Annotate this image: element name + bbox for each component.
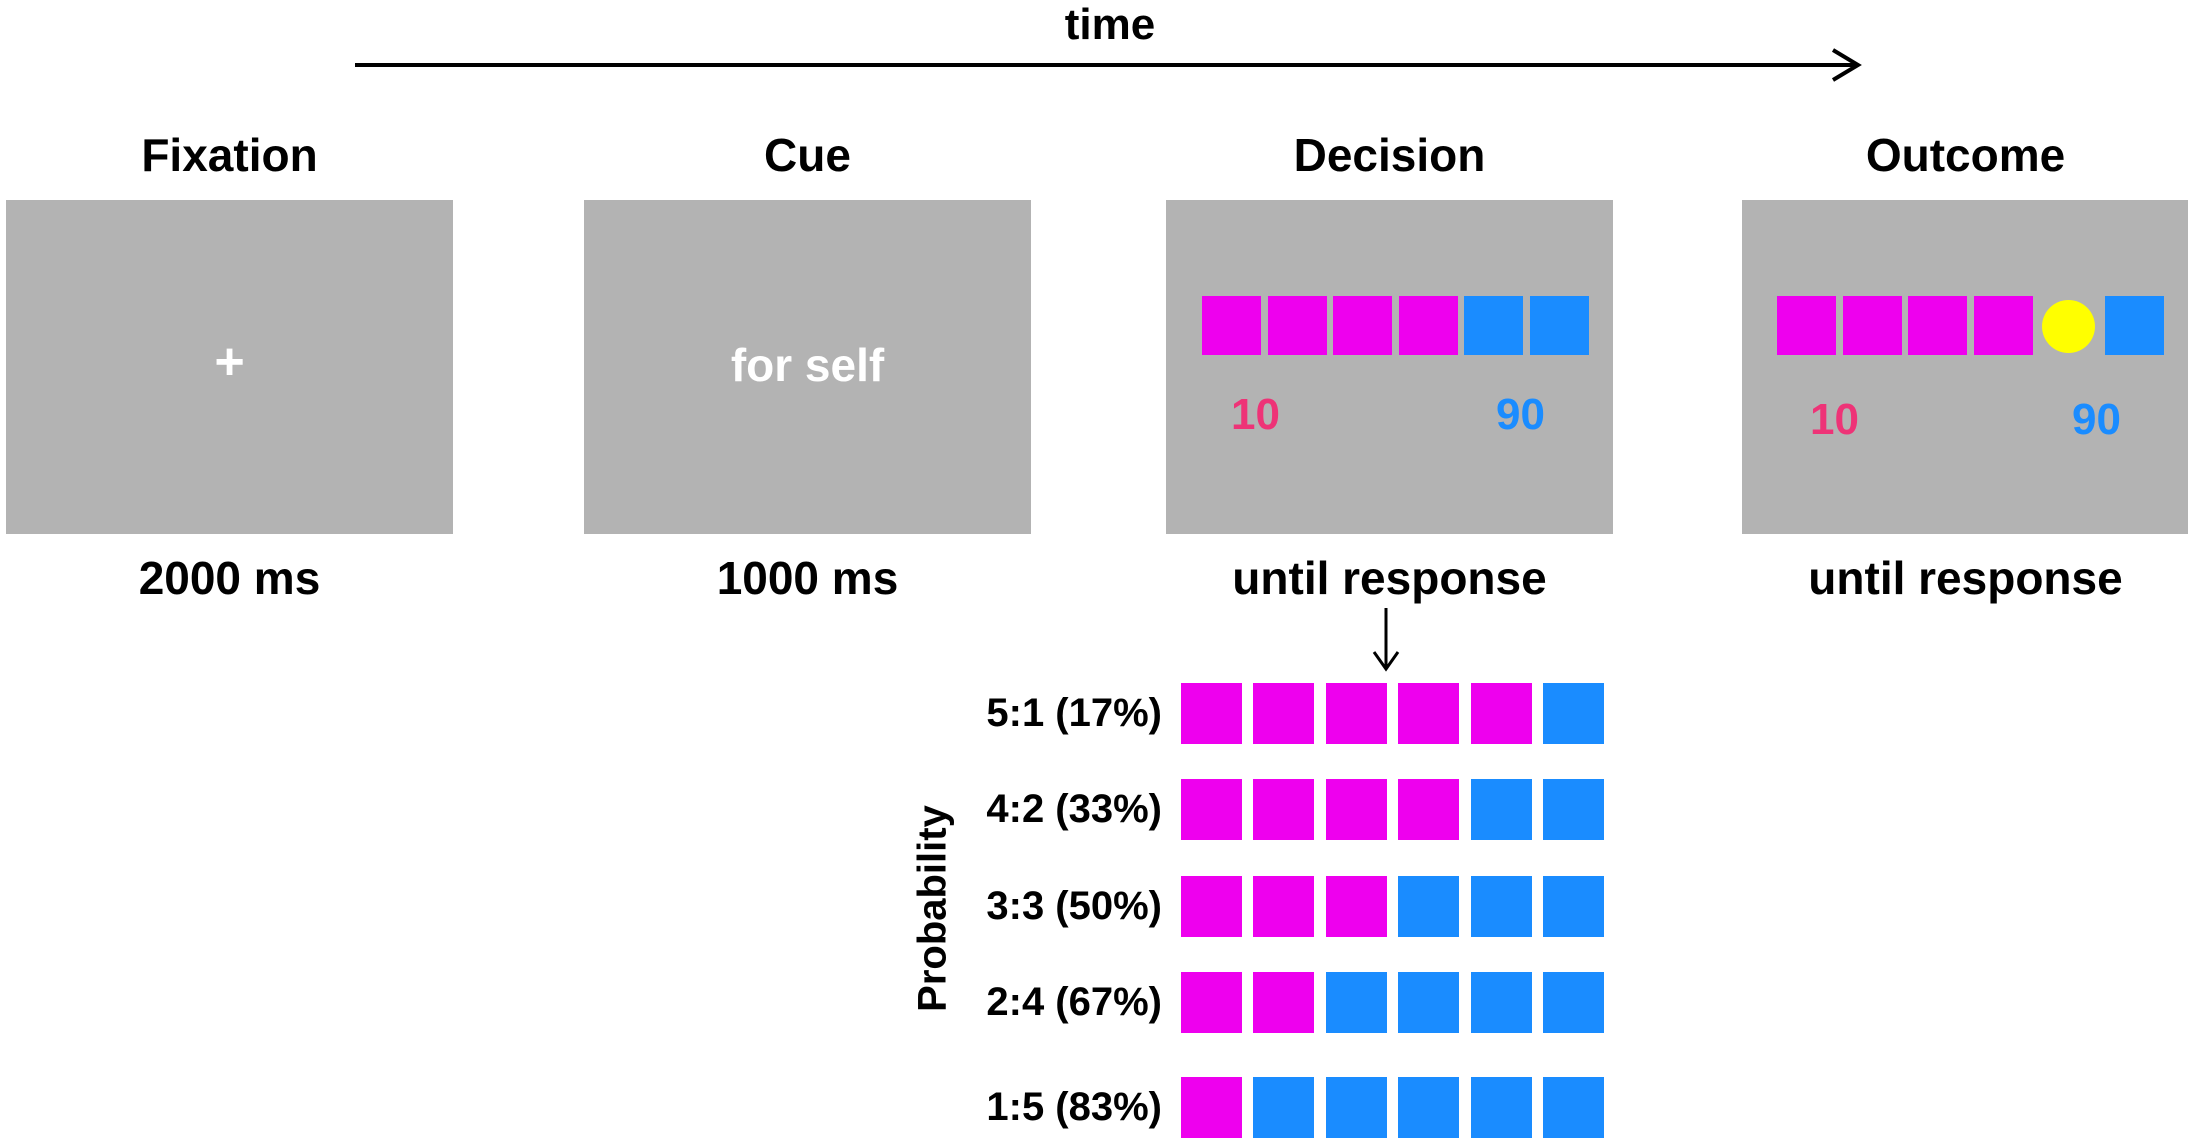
time-arrow xyxy=(355,48,1862,82)
magenta-box xyxy=(1398,296,1458,355)
magenta-box xyxy=(1267,296,1327,355)
magenta-box xyxy=(1181,1077,1242,1138)
blue-box xyxy=(1398,972,1460,1033)
stage-title-cue: Cue xyxy=(764,129,851,181)
outcome-right-value: 90 xyxy=(2072,395,2121,444)
magenta-box xyxy=(1202,296,1261,355)
probability-row-label: 4:2 (33%) xyxy=(986,787,1162,831)
blue-box xyxy=(1398,876,1460,937)
magenta-box xyxy=(1470,683,1532,744)
magenta-box xyxy=(1253,683,1315,744)
outcome-left-value: 10 xyxy=(1810,395,1859,444)
time-label: time xyxy=(1064,0,1156,49)
duration-decision: until response xyxy=(1232,552,1547,604)
outcome-panel: 10 90 xyxy=(1742,200,2188,534)
magenta-box xyxy=(1842,296,1902,355)
magenta-box xyxy=(1181,972,1242,1033)
probability-row-label: 3:3 (50%) xyxy=(986,884,1162,928)
blue-box xyxy=(1543,1077,1604,1138)
magenta-box xyxy=(1325,876,1387,937)
decision-panel: 10 90 xyxy=(1166,200,1613,534)
blue-box xyxy=(1470,972,1532,1033)
blue-box xyxy=(1470,779,1532,840)
blue-box xyxy=(1543,876,1604,937)
magenta-box xyxy=(1253,972,1315,1033)
blue-box xyxy=(1529,296,1589,355)
magenta-box xyxy=(1325,683,1387,744)
magenta-box xyxy=(1181,683,1242,744)
stage-title-decision: Decision xyxy=(1293,129,1486,181)
probability-row-label: 2:4 (67%) xyxy=(986,980,1162,1024)
magenta-box xyxy=(1908,296,1967,355)
magenta-box xyxy=(1973,296,2033,355)
magenta-box xyxy=(1333,296,1392,355)
down-arrow xyxy=(1372,608,1400,672)
blue-box xyxy=(1398,1077,1460,1138)
blue-box xyxy=(1470,876,1532,937)
blue-box xyxy=(1325,972,1387,1033)
magenta-box xyxy=(1181,779,1242,840)
yellow-circle-marker xyxy=(2039,296,2098,355)
stage-title-outcome: Outcome xyxy=(1865,129,2066,181)
duration-cue: 1000 ms xyxy=(716,552,899,604)
yellow-circle xyxy=(2042,300,2095,353)
blue-box xyxy=(1470,1077,1532,1138)
probability-row-label: 1:5 (83%) xyxy=(986,1085,1162,1129)
magenta-box xyxy=(1253,876,1315,937)
magenta-box xyxy=(1325,779,1387,840)
magenta-box xyxy=(1777,296,1836,355)
cue-panel: for self xyxy=(584,200,1031,534)
decision-left-value: 10 xyxy=(1231,390,1280,439)
blue-box xyxy=(1253,1077,1315,1138)
magenta-box xyxy=(1253,779,1315,840)
decision-right-value: 90 xyxy=(1496,390,1545,439)
blue-box xyxy=(1464,296,1523,355)
stage-title-fixation: Fixation xyxy=(141,129,318,181)
fixation-panel: + xyxy=(6,200,453,534)
blue-box xyxy=(1543,683,1604,744)
blue-box xyxy=(1543,972,1604,1033)
cue-text: for self xyxy=(730,339,885,391)
probability-row-label: 5:1 (17%) xyxy=(986,691,1162,735)
magenta-box xyxy=(1398,779,1460,840)
fixation-cross: + xyxy=(214,333,245,391)
blue-box xyxy=(1543,779,1604,840)
blue-box xyxy=(2104,296,2164,355)
duration-outcome: until response xyxy=(1808,552,2123,604)
blue-box xyxy=(1325,1077,1387,1138)
magenta-box xyxy=(1398,683,1460,744)
magenta-box xyxy=(1181,876,1242,937)
duration-fixation: 2000 ms xyxy=(138,552,321,604)
